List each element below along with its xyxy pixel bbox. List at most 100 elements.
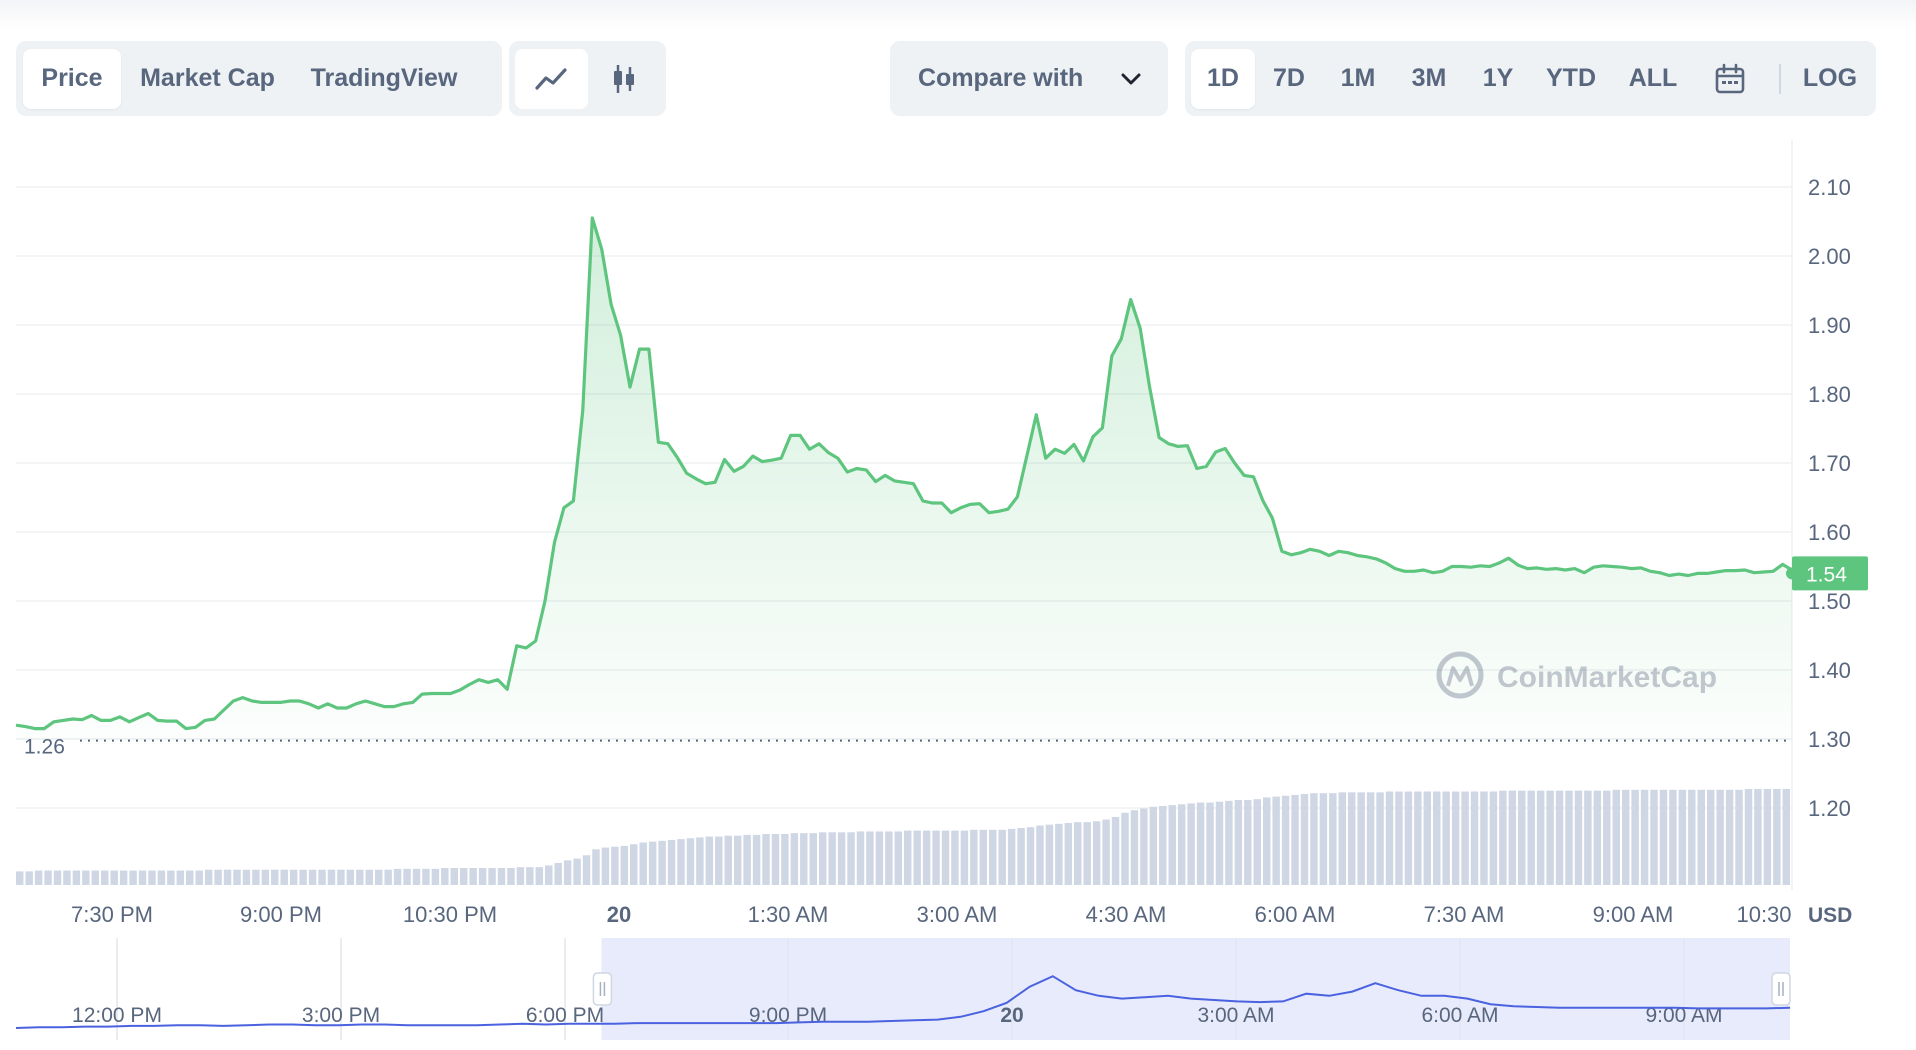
volume-bar [1404,791,1413,885]
volume-bar [214,869,222,885]
volume-bar [1414,791,1422,885]
candlestick-icon[interactable] [588,49,661,109]
volume-bar [1716,789,1724,885]
volume-bar [677,839,685,885]
tab-tradingview[interactable]: TradingView [310,64,458,92]
coinmarketcap-watermark: CoinMarketCap [1436,651,1717,699]
range-7d[interactable]: 7D [1273,64,1305,92]
price-chart[interactable]: 1.26 1.20 1.30 1.40 1.50 1.60 1.70 1.80 1.90 2.0… [0,130,1916,1050]
volume-bar [1083,822,1091,885]
volume-bars [16,788,1790,885]
volume-bar [998,829,1006,885]
tab-market-cap[interactable]: Market Cap [140,64,275,92]
x-tick-label: 4:30 AM [1086,902,1167,927]
volume-bar [271,869,279,885]
volume-bar [837,832,846,885]
range-1d[interactable]: 1D [1191,48,1255,109]
volume-bar [1253,799,1261,885]
x-tick-label: 7:30 PM [71,902,153,927]
y-unit-label: USD [1808,904,1852,927]
volume-bar [374,869,383,885]
volume-bar [148,870,156,885]
navigator-tick-label: 20 [1000,1004,1023,1027]
volume-bar [1215,801,1224,885]
volume-bar [1565,790,1573,885]
volume-bar [82,870,90,885]
volume-bar [1300,794,1309,885]
volume-bar [1244,800,1252,885]
volume-bar [526,867,534,885]
volume-bar [904,830,912,885]
y-tick-label: 2.10 [1808,175,1851,200]
volume-bar [1140,808,1148,885]
volume-bar [356,869,364,885]
navigator-handle[interactable] [592,972,613,1006]
volume-bar [1631,789,1639,885]
volume-bar [195,870,203,885]
volume-bar [1187,803,1195,885]
line-chart-icon[interactable] [515,48,588,109]
volume-bar [1612,789,1620,885]
volume-bar [733,835,742,885]
x-tick-label: 7:30 AM [1424,902,1505,927]
volume-bar [800,833,808,885]
volume-bar [941,830,950,885]
calendar-icon[interactable] [1695,49,1765,109]
volume-bar [242,869,251,885]
volume-bar [752,834,761,885]
navigator-tick-label: 6:00 PM [526,1004,604,1027]
svg-text:1.54: 1.54 [1806,563,1847,586]
volume-bar [261,869,270,885]
log-scale-toggle[interactable]: LOG [1802,64,1858,92]
volume-bar [252,869,260,885]
volume-bar [488,868,496,885]
volume-bar [1433,791,1441,885]
volume-bar [582,855,591,885]
y-tick-label: 1.60 [1808,520,1851,545]
volume-bar [63,870,71,885]
navigator-handle[interactable] [1771,972,1791,1006]
range-1m[interactable]: 1M [1340,64,1376,92]
navigator-line [15,975,1791,1029]
volume-bar [1706,789,1715,885]
volume-bar [1782,788,1790,885]
range-navigator[interactable]: 12:00 PM 3:00 PM 6:00 PM 9:00 PM 20 3:00 AM 6:… [15,938,1791,1040]
range-3m[interactable]: 3M [1411,64,1447,92]
chart-grid [16,140,1793,890]
volume-bar [705,836,714,885]
watermark-text: CoinMarketCap [1497,661,1717,694]
volume-bar [951,830,959,885]
volume-bar [1234,800,1243,885]
y-tick-label: 1.70 [1808,451,1851,476]
volume-bar [1527,790,1535,885]
x-tick-label: 10:30 [1736,902,1791,927]
volume-bar [1725,789,1734,885]
y-tick-label: 1.20 [1808,796,1851,821]
navigator-tick-label: 9:00 AM [1645,1004,1722,1027]
range-ytd[interactable]: YTD [1546,64,1596,92]
volume-bar [1442,791,1450,885]
view-tab-group: Price Market Cap TradingView [16,41,502,116]
range-all[interactable]: ALL [1628,64,1678,92]
range-divider [1779,63,1781,94]
volume-bar [639,842,647,885]
compare-with-dropdown[interactable]: Compare with [890,41,1168,116]
volume-bar [1773,788,1781,885]
volume-bar [630,844,638,885]
y-tick-label: 1.30 [1808,727,1851,752]
volume-bar [790,833,799,885]
volume-bar [1159,805,1167,885]
volume-bar [1225,800,1233,885]
volume-bar [1206,802,1214,885]
volume-bar [1291,794,1299,885]
tab-price[interactable]: Price [23,48,121,109]
volume-bar [186,870,194,885]
range-1y[interactable]: 1Y [1482,64,1514,92]
y-tick-label: 1.80 [1808,382,1851,407]
volume-bar [1735,789,1743,885]
volume-bar [1026,827,1035,885]
volume-bar [1272,796,1280,885]
volume-bar [1489,791,1498,885]
navigator-tick-label: 12:00 PM [72,1004,162,1027]
volume-bar [507,868,515,885]
